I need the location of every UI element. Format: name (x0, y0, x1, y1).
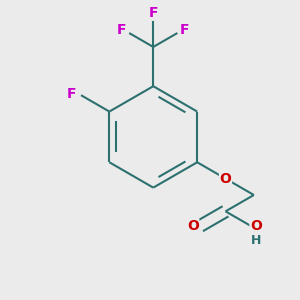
Text: O: O (250, 219, 262, 233)
Text: F: F (117, 23, 127, 37)
Text: O: O (187, 219, 199, 233)
Text: F: F (180, 23, 189, 37)
Text: F: F (148, 6, 158, 20)
Text: F: F (67, 87, 76, 100)
Text: H: H (251, 234, 261, 247)
Text: O: O (220, 172, 232, 186)
